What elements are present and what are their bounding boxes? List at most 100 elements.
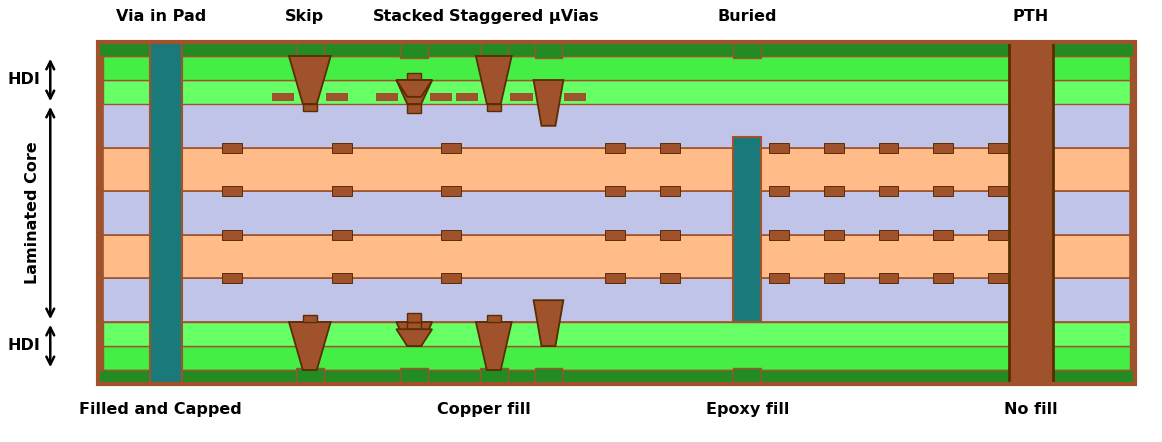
Text: PTH: PTH <box>1012 9 1049 24</box>
Bar <box>824 230 844 240</box>
Bar <box>565 93 587 101</box>
Bar <box>331 274 352 283</box>
Bar <box>510 93 532 101</box>
Bar <box>769 143 789 152</box>
Bar <box>933 274 953 283</box>
Bar <box>272 93 294 101</box>
Bar <box>442 274 461 283</box>
Polygon shape <box>476 322 511 370</box>
Bar <box>103 278 1131 322</box>
Text: Staggered μVias: Staggered μVias <box>449 9 598 24</box>
Polygon shape <box>476 56 511 104</box>
Bar <box>303 316 317 322</box>
Bar <box>430 93 452 101</box>
Bar <box>660 230 680 240</box>
Bar <box>442 230 461 240</box>
Text: Filled and Capped: Filled and Capped <box>79 402 242 417</box>
Bar <box>456 93 478 101</box>
Bar <box>442 186 461 196</box>
Bar <box>487 316 501 322</box>
Bar <box>331 186 352 196</box>
Bar <box>933 186 953 196</box>
Bar <box>733 137 761 322</box>
Bar <box>98 370 1135 384</box>
Bar <box>400 42 428 58</box>
Bar <box>103 80 1131 104</box>
Bar <box>769 186 789 196</box>
Text: Laminated Core: Laminated Core <box>26 141 41 284</box>
Bar <box>325 93 347 101</box>
Bar <box>878 143 898 152</box>
Bar <box>442 143 461 152</box>
Bar <box>769 230 789 240</box>
Text: Epoxy fill: Epoxy fill <box>705 402 789 417</box>
Text: HDI: HDI <box>7 72 41 88</box>
Polygon shape <box>396 329 432 346</box>
Bar <box>535 368 562 384</box>
Bar <box>296 42 324 58</box>
Bar <box>103 56 1131 80</box>
Bar <box>933 230 953 240</box>
Text: Buried: Buried <box>718 9 777 24</box>
Text: Copper fill: Copper fill <box>437 402 531 417</box>
Bar <box>605 186 625 196</box>
Polygon shape <box>533 80 564 126</box>
Bar <box>407 313 421 322</box>
Bar <box>407 322 421 329</box>
Bar <box>824 186 844 196</box>
Bar <box>988 143 1007 152</box>
Bar <box>988 186 1007 196</box>
Bar <box>103 235 1131 278</box>
Bar <box>660 274 680 283</box>
Bar <box>303 104 317 110</box>
Bar <box>988 230 1007 240</box>
Bar <box>824 274 844 283</box>
Bar <box>222 186 242 196</box>
Polygon shape <box>533 300 564 346</box>
Bar <box>535 42 562 58</box>
Text: HDI: HDI <box>7 339 41 354</box>
Bar <box>878 274 898 283</box>
Bar <box>103 148 1131 191</box>
Bar <box>605 143 625 152</box>
Bar <box>733 42 761 58</box>
Polygon shape <box>396 80 432 97</box>
Text: Via in Pad: Via in Pad <box>115 9 206 24</box>
Bar <box>733 368 761 384</box>
Bar <box>222 143 242 152</box>
Bar <box>103 346 1131 370</box>
Bar <box>98 42 1135 384</box>
Bar <box>376 93 399 101</box>
Bar <box>769 274 789 283</box>
Bar <box>487 104 501 110</box>
Bar <box>98 42 1135 56</box>
Bar <box>103 104 1131 148</box>
Polygon shape <box>289 56 331 104</box>
Bar <box>98 42 1135 384</box>
Bar <box>407 104 421 113</box>
Bar <box>1009 42 1053 384</box>
Bar <box>331 230 352 240</box>
Bar <box>103 191 1131 235</box>
Bar <box>480 42 508 58</box>
Bar <box>152 368 180 384</box>
Bar <box>480 368 508 384</box>
Polygon shape <box>396 322 432 346</box>
Bar <box>510 93 531 101</box>
Bar <box>824 143 844 152</box>
Bar <box>152 42 180 58</box>
Bar <box>660 186 680 196</box>
Bar <box>331 143 352 152</box>
Bar <box>605 274 625 283</box>
Bar <box>150 42 181 384</box>
Bar <box>988 274 1007 283</box>
Bar <box>878 230 898 240</box>
Bar <box>660 143 680 152</box>
Polygon shape <box>396 80 432 104</box>
Bar <box>878 186 898 196</box>
Text: Stacked: Stacked <box>373 9 445 24</box>
Bar <box>222 230 242 240</box>
Bar <box>222 274 242 283</box>
Bar <box>1017 42 1045 58</box>
Text: No fill: No fill <box>1004 402 1057 417</box>
